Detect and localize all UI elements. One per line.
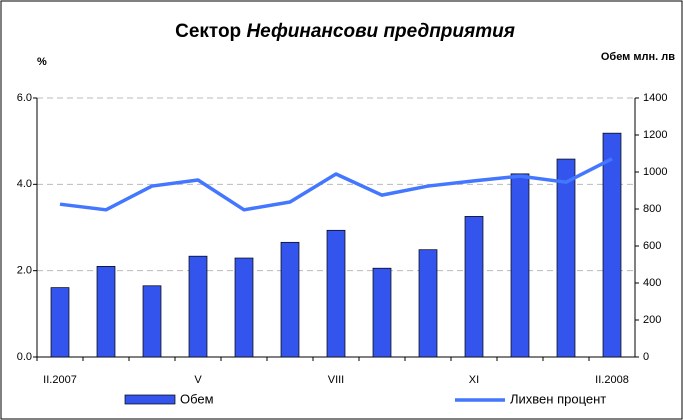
- title-part: Сектор: [175, 21, 241, 42]
- y-tick-label: 2.0: [17, 265, 32, 277]
- y2-tick-label: 600: [643, 240, 661, 252]
- bar: [602, 132, 622, 358]
- y2-tick-label: 0: [643, 351, 649, 363]
- line: [59, 157, 613, 212]
- legend-swatch: [124, 394, 176, 405]
- bar: [234, 257, 254, 358]
- x-tick-label: XI: [469, 374, 479, 386]
- y2-tick-label: 1000: [643, 166, 667, 178]
- bar: [188, 255, 208, 358]
- legend-label: Лихвен процент: [510, 391, 606, 406]
- y2-axis-label: Обем млн. лв: [601, 51, 675, 63]
- y-axis-label: %: [37, 56, 47, 68]
- x-tick-label: V: [194, 374, 202, 386]
- bar: [326, 229, 346, 358]
- bar: [556, 158, 576, 358]
- x-tick-label: II.2007: [43, 374, 77, 386]
- y2-tick-label: 1400: [643, 92, 667, 104]
- bar: [280, 241, 300, 358]
- legend-label: Обем: [180, 391, 214, 406]
- x-tick-label: II.2008: [595, 374, 629, 386]
- bar: [418, 249, 438, 358]
- title-part: Нефинансови предприятия: [246, 21, 514, 42]
- bar: [510, 173, 530, 358]
- bar: [464, 216, 484, 358]
- y-tick-label: 4.0: [17, 178, 32, 190]
- y2-tick-label: 800: [643, 203, 661, 215]
- bar: [142, 285, 162, 358]
- bar: [96, 266, 116, 358]
- chart-title: Сектор Нефинансови предприятия: [175, 21, 515, 42]
- y2-tick-label: 200: [643, 314, 661, 326]
- bar: [372, 267, 392, 358]
- y2-tick-label: 1200: [643, 129, 667, 141]
- x-tick-label: VIII: [328, 374, 345, 386]
- y-tick-label: 6.0: [17, 92, 32, 104]
- y-tick-label: 0.0: [17, 351, 32, 363]
- y2-tick-label: 400: [643, 277, 661, 289]
- bar: [50, 287, 70, 358]
